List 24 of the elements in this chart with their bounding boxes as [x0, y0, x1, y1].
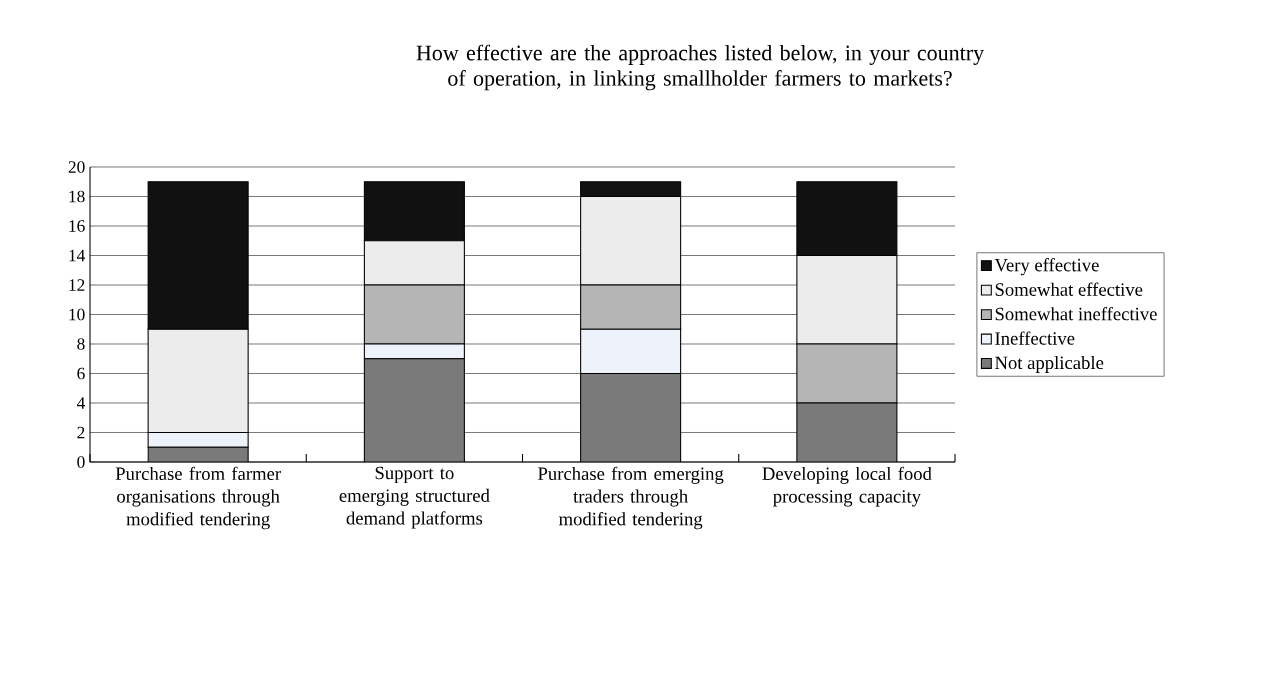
- bar: [364, 358, 465, 462]
- bar: [580, 373, 681, 462]
- y-tick-label: 18: [69, 190, 85, 203]
- y-tick-label: 0: [77, 456, 85, 468]
- y-tick-label: 2: [77, 426, 85, 439]
- legend-label: Somewhat effective: [995, 282, 1143, 296]
- x-tick-label: Purchase from emerging traders through modified tendering: [538, 466, 724, 530]
- y-tick-label: 16: [69, 220, 85, 232]
- y-tick-label: 4: [76, 397, 86, 409]
- y-tick-label: 14: [69, 249, 86, 262]
- x-tick-label: Support to emerging structured demand platforms: [339, 466, 490, 529]
- y-tick-label: 10: [69, 308, 85, 321]
- y-tick-label: 12: [69, 279, 85, 291]
- legend-label: Very effective: [994, 258, 1099, 276]
- x-tick-label: Purchase from farmer organisations through modified tendering: [115, 466, 281, 530]
- legend-label: Somewhat ineffective: [995, 307, 1157, 321]
- bar: [796, 402, 898, 462]
- y-tick-label: 8: [77, 338, 85, 350]
- y-tick-label: 20: [68, 161, 85, 173]
- legend-label: Ineffective: [995, 331, 1075, 345]
- y-tick-label: 6: [77, 367, 85, 380]
- legend-label: Not applicable: [995, 355, 1104, 373]
- x-tick-label: Developing local food processing capacity: [762, 466, 932, 507]
- chart-title: How effective are the approaches listed below, in your country of operation, in linking smallholder farmers to markets?: [416, 44, 985, 91]
